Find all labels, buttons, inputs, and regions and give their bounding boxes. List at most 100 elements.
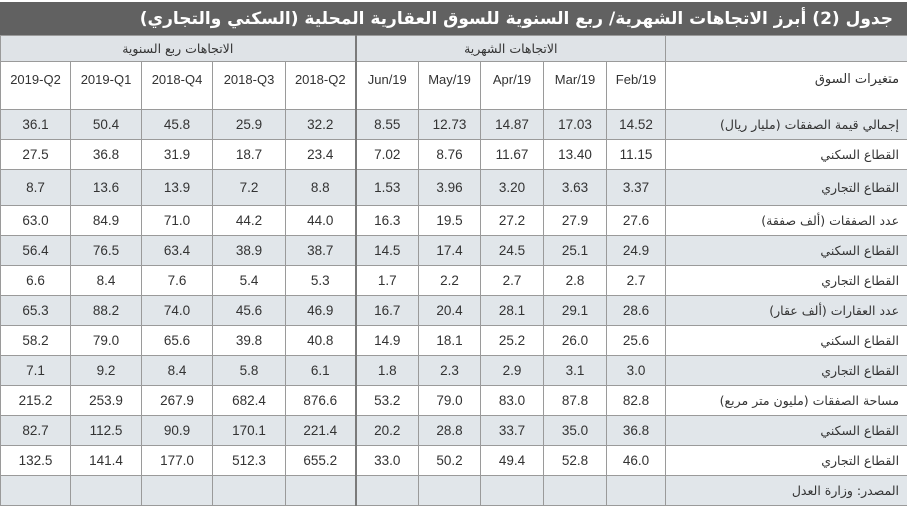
monthly-value-cell: 8.55	[356, 110, 419, 140]
quarterly-value-cell: 50.4	[71, 110, 142, 140]
monthly-value-cell: 14.52	[607, 110, 666, 140]
monthly-value-cell: 29.1	[544, 296, 607, 326]
monthly-value-cell: 28.8	[419, 416, 481, 446]
quarterly-value-cell: 45.6	[213, 296, 286, 326]
quarterly-value-cell: 7.2	[213, 170, 286, 206]
quarterly-value-cell: 27.5	[1, 140, 71, 170]
row-label: القطاع التجاري	[666, 266, 907, 296]
quarterly-value-cell: 7.6	[142, 266, 213, 296]
monthly-value-cell: 19.5	[419, 206, 481, 236]
monthly-value-cell: 2.7	[607, 266, 666, 296]
col-header: 2019-Q2	[1, 62, 71, 110]
monthly-value-cell: 20.2	[356, 416, 419, 446]
col-header: Feb/19	[607, 62, 666, 110]
monthly-value-cell: 33.7	[481, 416, 544, 446]
source-note: المصدر: وزارة العدل	[666, 476, 907, 506]
monthly-value-cell: 25.6	[607, 326, 666, 356]
quarterly-value-cell: 58.2	[1, 326, 71, 356]
quarterly-value-cell: 5.3	[286, 266, 356, 296]
quarterly-value-cell: 36.8	[71, 140, 142, 170]
monthly-value-cell: 16.7	[356, 296, 419, 326]
quarterly-value-cell: 74.0	[142, 296, 213, 326]
empty-cell	[481, 476, 544, 506]
quarterly-value-cell: 170.1	[213, 416, 286, 446]
quarterly-value-cell: 65.6	[142, 326, 213, 356]
monthly-value-cell: 11.67	[481, 140, 544, 170]
section-monthly: الاتجاهات الشهرية	[356, 36, 666, 62]
quarterly-value-cell: 79.0	[71, 326, 142, 356]
quarterly-value-cell: 44.2	[213, 206, 286, 236]
col-header: Jun/19	[356, 62, 419, 110]
quarterly-value-cell: 45.8	[142, 110, 213, 140]
quarterly-value-cell: 63.0	[1, 206, 71, 236]
quarterly-value-cell: 63.4	[142, 236, 213, 266]
monthly-value-cell: 14.9	[356, 326, 419, 356]
monthly-value-cell: 1.7	[356, 266, 419, 296]
empty-cell	[142, 476, 213, 506]
monthly-value-cell: 3.1	[544, 356, 607, 386]
monthly-value-cell: 27.2	[481, 206, 544, 236]
monthly-value-cell: 2.7	[481, 266, 544, 296]
monthly-value-cell: 7.02	[356, 140, 419, 170]
quarterly-value-cell: 221.4	[286, 416, 356, 446]
monthly-value-cell: 2.2	[419, 266, 481, 296]
monthly-value-cell: 27.6	[607, 206, 666, 236]
row-label: القطاع السكني	[666, 236, 907, 266]
col-header: 2018-Q4	[142, 62, 213, 110]
quarterly-value-cell: 5.8	[213, 356, 286, 386]
empty-cell	[607, 476, 666, 506]
quarterly-value-cell: 82.7	[1, 416, 71, 446]
monthly-value-cell: 14.5	[356, 236, 419, 266]
market-trends-table: الاتجاهات ربع السنوية الاتجاهات الشهرية …	[0, 35, 907, 506]
quarterly-value-cell: 38.7	[286, 236, 356, 266]
monthly-value-cell: 12.73	[419, 110, 481, 140]
monthly-value-cell: 18.1	[419, 326, 481, 356]
quarterly-value-cell: 6.6	[1, 266, 71, 296]
quarterly-value-cell: 6.1	[286, 356, 356, 386]
row-label: القطاع السكني	[666, 140, 907, 170]
monthly-value-cell: 2.8	[544, 266, 607, 296]
monthly-value-cell: 27.9	[544, 206, 607, 236]
quarterly-value-cell: 39.8	[213, 326, 286, 356]
quarterly-value-cell: 56.4	[1, 236, 71, 266]
quarterly-value-cell: 655.2	[286, 446, 356, 476]
quarterly-value-cell: 31.9	[142, 140, 213, 170]
monthly-value-cell: 13.40	[544, 140, 607, 170]
quarterly-value-cell: 141.4	[71, 446, 142, 476]
quarterly-value-cell: 8.4	[71, 266, 142, 296]
monthly-value-cell: 3.0	[607, 356, 666, 386]
col-header: Apr/19	[481, 62, 544, 110]
monthly-value-cell: 17.4	[419, 236, 481, 266]
empty-cell	[1, 476, 71, 506]
monthly-value-cell: 49.4	[481, 446, 544, 476]
quarterly-value-cell: 267.9	[142, 386, 213, 416]
monthly-value-cell: 82.8	[607, 386, 666, 416]
monthly-value-cell: 28.1	[481, 296, 544, 326]
empty-cell	[544, 476, 607, 506]
monthly-value-cell: 14.87	[481, 110, 544, 140]
quarterly-value-cell: 76.5	[71, 236, 142, 266]
quarterly-value-cell: 71.0	[142, 206, 213, 236]
quarterly-value-cell: 88.2	[71, 296, 142, 326]
monthly-value-cell: 53.2	[356, 386, 419, 416]
monthly-value-cell: 25.2	[481, 326, 544, 356]
empty-cell	[213, 476, 286, 506]
quarterly-value-cell: 512.3	[213, 446, 286, 476]
monthly-value-cell: 83.0	[481, 386, 544, 416]
quarterly-value-cell: 46.9	[286, 296, 356, 326]
monthly-value-cell: 46.0	[607, 446, 666, 476]
col-header: May/19	[419, 62, 481, 110]
quarterly-value-cell: 25.9	[213, 110, 286, 140]
monthly-value-cell: 33.0	[356, 446, 419, 476]
empty-cell	[356, 476, 419, 506]
empty-cell	[71, 476, 142, 506]
monthly-value-cell: 3.96	[419, 170, 481, 206]
